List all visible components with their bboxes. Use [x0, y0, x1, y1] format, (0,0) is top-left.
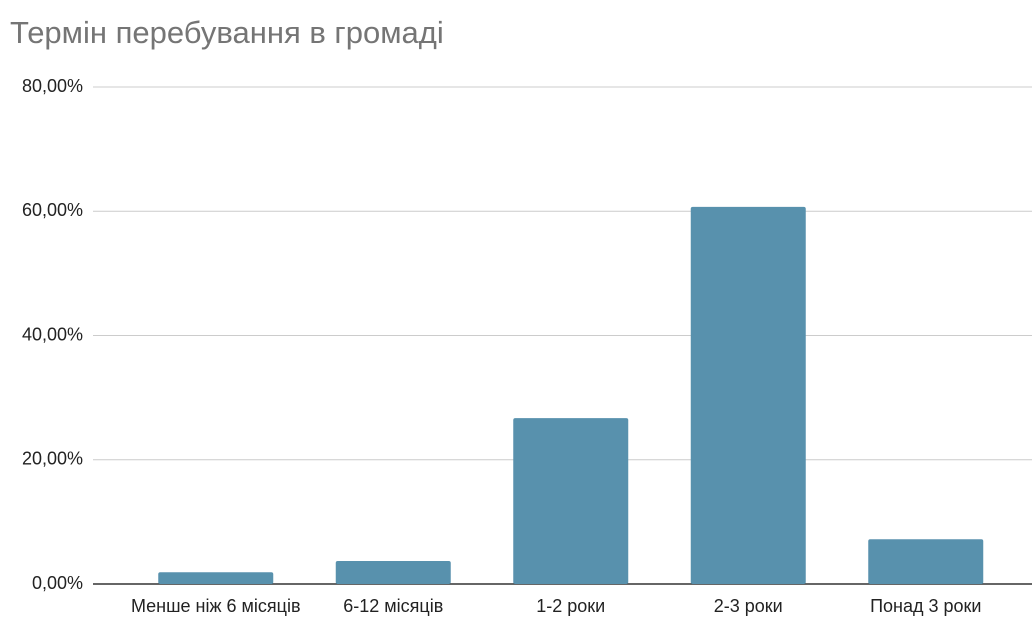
bar	[868, 539, 984, 584]
y-tick-label: 80,00%	[22, 76, 83, 96]
chart-title: Термін перебування в громаді	[10, 15, 444, 50]
x-tick-label: Понад 3 роки	[870, 596, 981, 616]
x-tick-label: Менше ніж 6 місяців	[131, 596, 301, 616]
bar	[158, 572, 274, 584]
y-tick-label: 0,00%	[32, 573, 83, 593]
x-tick-label: 1-2 роки	[536, 596, 605, 616]
bar	[690, 206, 806, 584]
bar	[335, 561, 451, 584]
x-tick-label: 2-3 роки	[714, 596, 783, 616]
y-tick-label: 40,00%	[22, 324, 83, 344]
y-tick-label: 60,00%	[22, 200, 83, 220]
x-tick-label: 6-12 місяців	[343, 596, 443, 616]
bar	[513, 418, 629, 584]
y-tick-label: 20,00%	[22, 449, 83, 469]
